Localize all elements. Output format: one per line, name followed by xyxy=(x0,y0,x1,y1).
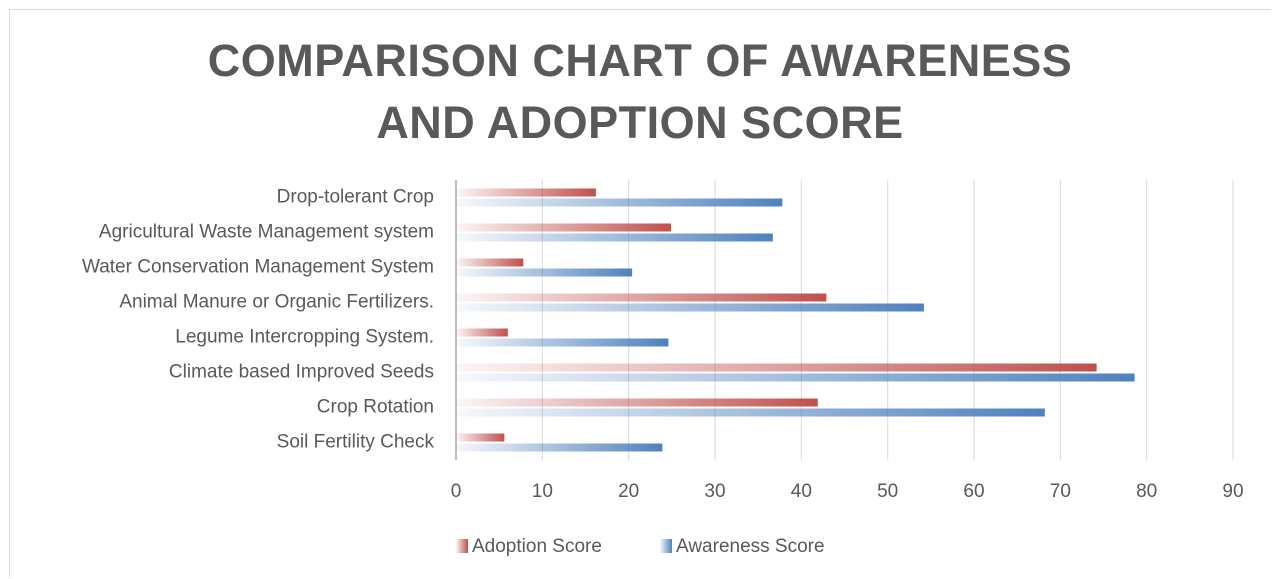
bar xyxy=(456,338,669,347)
y-tick-label: Drop-tolerant Crop xyxy=(277,187,434,208)
bar xyxy=(456,408,1045,417)
bar xyxy=(456,328,508,337)
legend-label: Adoption Score xyxy=(472,536,602,557)
bar xyxy=(456,433,505,442)
bar xyxy=(456,233,773,242)
chart-title: COMPARISON CHART OF AWARENESS AND ADOPTI… xyxy=(207,35,1073,148)
legend-swatch xyxy=(456,539,468,553)
x-tick-label: 10 xyxy=(532,481,553,502)
bar xyxy=(456,198,783,207)
x-tick-label: 40 xyxy=(791,481,812,502)
bar xyxy=(456,398,818,407)
bar xyxy=(456,293,827,302)
x-tick-label: 50 xyxy=(877,481,898,502)
x-tick-label: 0 xyxy=(451,481,462,502)
x-tick-label: 90 xyxy=(1222,481,1243,502)
x-tick-label: 20 xyxy=(618,481,639,502)
y-tick-label: Water Conservation Management System xyxy=(82,257,434,278)
bar xyxy=(456,443,663,452)
legend-label: Awareness Score xyxy=(676,536,825,557)
bar xyxy=(456,268,633,277)
y-tick-label: Climate based Improved Seeds xyxy=(169,362,434,383)
bar xyxy=(456,223,671,232)
x-tick-label: 70 xyxy=(1050,481,1071,502)
x-tick-label: 30 xyxy=(704,481,725,502)
bar xyxy=(456,188,596,197)
bar xyxy=(456,373,1135,382)
y-tick-label: Legume Intercropping System. xyxy=(175,327,434,348)
y-tick-label: Agricultural Waste Management system xyxy=(99,222,434,243)
bar xyxy=(456,363,1097,372)
bar xyxy=(456,303,924,312)
legend-swatch xyxy=(660,539,672,553)
y-tick-label: Crop Rotation xyxy=(317,397,434,418)
x-tick-label: 60 xyxy=(963,481,984,502)
chart-border xyxy=(9,9,1271,577)
y-tick-label: Animal Manure or Organic Fertilizers. xyxy=(119,292,434,313)
x-tick-label: 80 xyxy=(1136,481,1157,502)
y-tick-label: Soil Fertility Check xyxy=(277,432,435,453)
bar xyxy=(456,258,524,267)
